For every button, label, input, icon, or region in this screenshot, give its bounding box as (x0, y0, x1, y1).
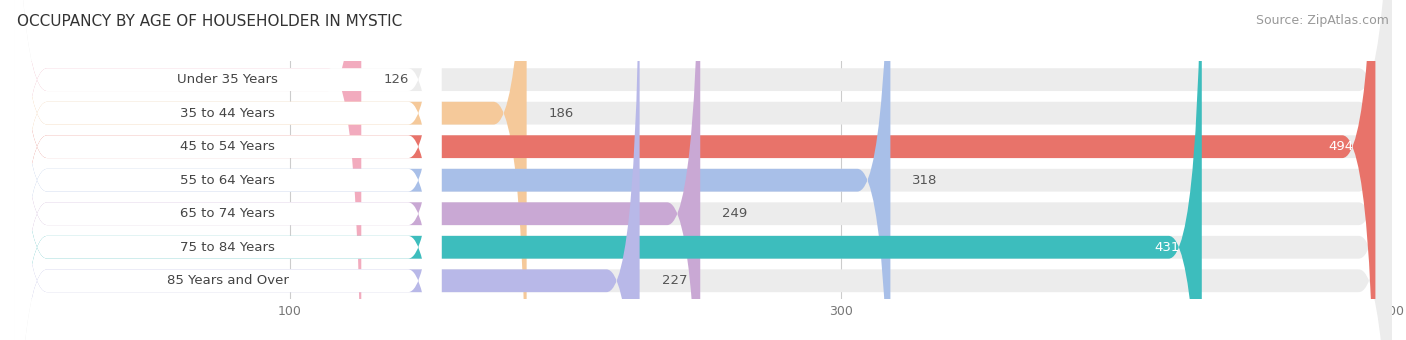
FancyBboxPatch shape (14, 0, 441, 340)
Text: 186: 186 (548, 107, 574, 120)
Text: 85 Years and Over: 85 Years and Over (167, 274, 288, 287)
Text: 318: 318 (912, 174, 938, 187)
FancyBboxPatch shape (14, 0, 640, 340)
Text: Source: ZipAtlas.com: Source: ZipAtlas.com (1256, 14, 1389, 27)
Text: 431: 431 (1154, 241, 1180, 254)
FancyBboxPatch shape (14, 0, 441, 340)
FancyBboxPatch shape (14, 0, 1375, 340)
FancyBboxPatch shape (14, 0, 441, 340)
FancyBboxPatch shape (14, 0, 1392, 340)
FancyBboxPatch shape (14, 0, 1202, 340)
FancyBboxPatch shape (14, 0, 1392, 340)
FancyBboxPatch shape (14, 0, 1392, 340)
FancyBboxPatch shape (14, 0, 361, 340)
FancyBboxPatch shape (14, 0, 441, 340)
Text: 227: 227 (662, 274, 688, 287)
Text: 35 to 44 Years: 35 to 44 Years (180, 107, 276, 120)
FancyBboxPatch shape (14, 0, 441, 340)
FancyBboxPatch shape (14, 0, 1392, 340)
Text: 249: 249 (723, 207, 748, 220)
Text: 75 to 84 Years: 75 to 84 Years (180, 241, 276, 254)
FancyBboxPatch shape (14, 0, 1392, 340)
Text: OCCUPANCY BY AGE OF HOUSEHOLDER IN MYSTIC: OCCUPANCY BY AGE OF HOUSEHOLDER IN MYSTI… (17, 14, 402, 29)
FancyBboxPatch shape (14, 0, 527, 340)
FancyBboxPatch shape (14, 0, 441, 340)
Text: 126: 126 (384, 73, 409, 86)
FancyBboxPatch shape (14, 0, 1392, 340)
FancyBboxPatch shape (14, 0, 890, 340)
Text: 55 to 64 Years: 55 to 64 Years (180, 174, 276, 187)
FancyBboxPatch shape (14, 0, 1392, 340)
Text: 494: 494 (1329, 140, 1354, 153)
FancyBboxPatch shape (14, 0, 441, 340)
Text: Under 35 Years: Under 35 Years (177, 73, 278, 86)
Text: 45 to 54 Years: 45 to 54 Years (180, 140, 276, 153)
Text: 65 to 74 Years: 65 to 74 Years (180, 207, 276, 220)
FancyBboxPatch shape (14, 0, 700, 340)
